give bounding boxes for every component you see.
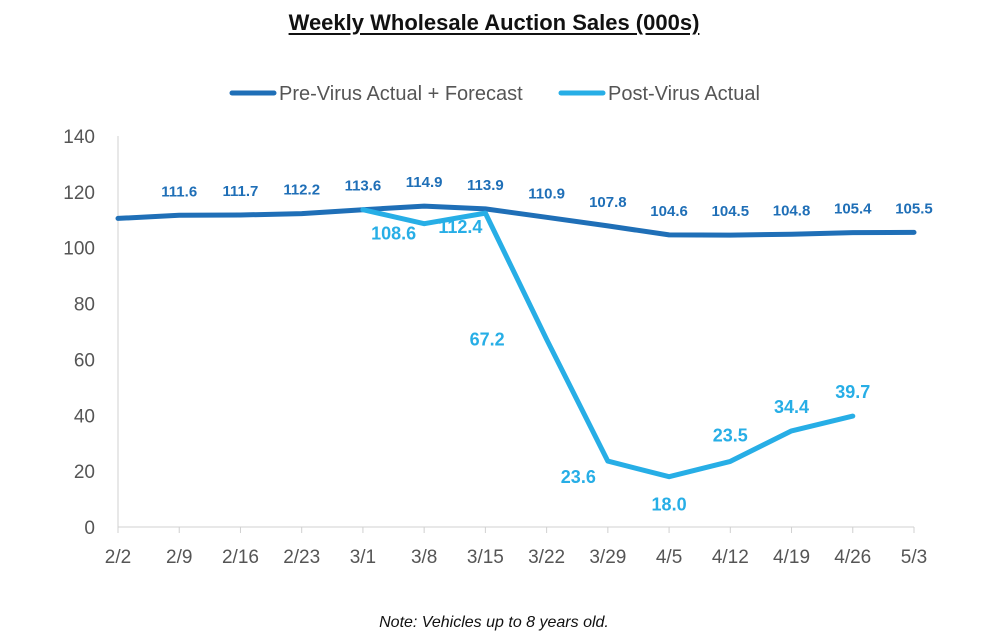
data-label-pre-virus: 105.5	[895, 200, 933, 217]
data-label-pre-virus: 114.9	[406, 174, 443, 191]
data-label-pre-virus: 104.6	[650, 203, 688, 220]
x-tick-label: 2/23	[283, 547, 320, 568]
data-label-pre-virus: 113.9	[467, 177, 504, 194]
legend-label-pre-virus: Pre-Virus Actual + Forecast	[279, 83, 523, 105]
x-tick-label: 4/12	[712, 547, 749, 568]
data-label-post-virus: 39.7	[835, 382, 870, 402]
data-label-post-virus: 18.0	[652, 495, 687, 515]
x-tick-label: 4/5	[656, 547, 682, 568]
x-tick-label: 3/8	[411, 547, 437, 568]
y-tick-label: 120	[63, 183, 95, 204]
data-label-pre-virus: 107.8	[589, 194, 627, 211]
x-tick-label: 3/1	[350, 547, 376, 568]
data-label-pre-virus: 113.6	[345, 178, 382, 195]
data-label-post-virus: 112.4	[438, 217, 482, 237]
data-label-pre-virus: 111.6	[161, 183, 197, 200]
axes: 0 20 40 60 80 100 120 140 2/2 2/9 2/16 2/23 3/1 3/8 3/…	[63, 127, 927, 568]
x-tick-label: 3/15	[467, 547, 504, 568]
series-line-pre-virus	[115, 203, 917, 238]
legend-label-post-virus: Post-Virus Actual	[608, 83, 760, 105]
data-label-pre-virus: 104.5	[712, 203, 750, 220]
x-tick-label: 2/2	[105, 547, 131, 568]
data-labels: 111.6 111.7 112.2 113.6 114.9 113.9 110.9 107.8…	[161, 174, 932, 515]
x-tick-label: 4/19	[773, 547, 810, 568]
legend: Pre-Virus Actual + Forecast Post-Virus Ac…	[229, 83, 760, 105]
chart-title: Weekly Wholesale Auction Sales (000s)	[288, 10, 700, 35]
data-label-pre-virus: 111.7	[223, 183, 259, 200]
chart-note: Note: Vehicles up to 8 years old.	[379, 614, 609, 631]
data-label-post-virus: 34.4	[774, 397, 809, 417]
data-label-post-virus: 67.2	[470, 329, 505, 349]
data-label-post-virus: 108.6	[371, 224, 416, 244]
data-label-pre-virus: 104.8	[773, 202, 811, 219]
y-tick-label: 100	[63, 239, 95, 260]
series-lines	[115, 203, 917, 480]
data-label-pre-virus: 110.9	[528, 185, 565, 202]
x-tick-label: 2/16	[222, 547, 259, 568]
x-tick-label: 5/3	[901, 547, 927, 568]
data-label-post-virus: 23.5	[713, 425, 748, 445]
y-tick-label: 40	[74, 406, 95, 427]
x-tick-label: 3/29	[589, 547, 626, 568]
x-tick-label: 2/9	[166, 547, 192, 568]
data-label-pre-virus: 105.4	[834, 201, 872, 218]
y-tick-label: 20	[74, 462, 95, 483]
data-label-post-virus: 23.6	[561, 467, 596, 487]
y-tick-label: 0	[84, 518, 95, 539]
y-tick-label: 140	[63, 127, 95, 148]
y-tick-label: 80	[74, 295, 95, 316]
data-label-pre-virus: 112.2	[283, 182, 320, 199]
series-line-post-virus	[360, 207, 856, 480]
x-tick-label: 3/22	[528, 547, 565, 568]
x-tick-label: 4/26	[834, 547, 871, 568]
y-tick-label: 60	[74, 350, 95, 371]
